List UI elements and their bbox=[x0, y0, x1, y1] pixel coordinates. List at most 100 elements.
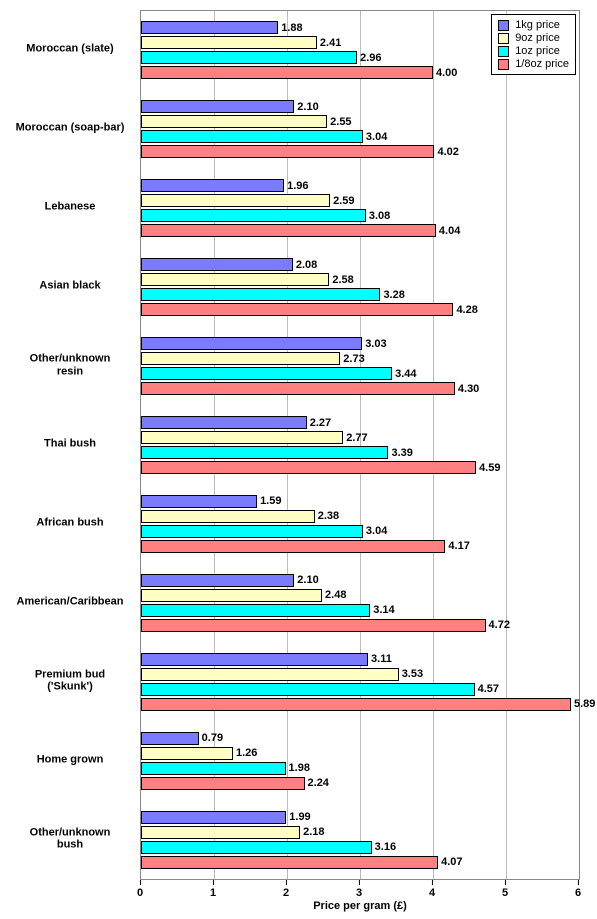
bar: 2.48 bbox=[141, 589, 322, 602]
bar: 1.26 bbox=[141, 747, 233, 760]
bar-value-label: 2.08 bbox=[292, 259, 317, 271]
bar-value-label: 1.26 bbox=[232, 747, 257, 759]
legend-item: 1oz price bbox=[498, 45, 569, 57]
x-axis: Price per gram (£) 0123456 bbox=[140, 880, 580, 910]
bar: 2.27 bbox=[141, 416, 307, 429]
bar: 4.30 bbox=[141, 382, 455, 395]
bar: 4.17 bbox=[141, 540, 445, 553]
bar-value-label: 3.04 bbox=[362, 525, 387, 537]
bar: 2.59 bbox=[141, 194, 330, 207]
legend: 1kg price9oz price1oz price1/8oz price bbox=[491, 14, 576, 75]
bar: 2.10 bbox=[141, 574, 294, 587]
bar-value-label: 0.79 bbox=[198, 732, 223, 744]
x-tick: 0 bbox=[137, 880, 143, 899]
category-label: Moroccan (slate) bbox=[5, 43, 135, 56]
bar: 4.07 bbox=[141, 856, 438, 869]
bar: 2.08 bbox=[141, 258, 293, 271]
category-label: Home grown bbox=[5, 753, 135, 766]
category-label: Other/unknown resin bbox=[5, 352, 135, 377]
bar: 0.79 bbox=[141, 732, 199, 745]
x-tick: 1 bbox=[210, 880, 216, 899]
bar-value-label: 1.98 bbox=[285, 762, 310, 774]
bar: 3.28 bbox=[141, 288, 380, 301]
bar-value-label: 3.14 bbox=[369, 604, 394, 616]
category-label: Other/unknown bush bbox=[5, 826, 135, 851]
bar-group: 3.03 2.73 3.44 4.30 bbox=[141, 337, 579, 395]
bar: 4.28 bbox=[141, 303, 453, 316]
bar: 1.99 bbox=[141, 811, 286, 824]
bar-value-label: 1.88 bbox=[277, 22, 302, 34]
plot-area: 1.88 2.41 2.96 4.00 2.10 2.55 3.04 4.02 1.96 2.59… bbox=[140, 10, 580, 880]
bar-value-label: 3.08 bbox=[365, 210, 390, 222]
bar: 2.77 bbox=[141, 431, 343, 444]
bar-value-label: 1.99 bbox=[285, 811, 310, 823]
bar-value-label: 2.27 bbox=[306, 417, 331, 429]
bar: 3.08 bbox=[141, 209, 366, 222]
bar: 2.18 bbox=[141, 826, 300, 839]
bar-value-label: 4.02 bbox=[433, 146, 458, 158]
bar-value-label: 2.58 bbox=[328, 274, 353, 286]
bar-value-label: 3.39 bbox=[387, 447, 412, 459]
legend-swatch bbox=[498, 59, 509, 70]
bar-value-label: 3.04 bbox=[362, 131, 387, 143]
price-per-gram-chart: 1.88 2.41 2.96 4.00 2.10 2.55 3.04 4.02 1.96 2.59… bbox=[0, 0, 597, 919]
bar-value-label: 2.55 bbox=[326, 116, 351, 128]
legend-item: 9oz price bbox=[498, 32, 569, 44]
bar-value-label: 4.00 bbox=[432, 67, 457, 79]
legend-item: 1kg price bbox=[498, 19, 569, 31]
bar-value-label: 1.59 bbox=[256, 495, 281, 507]
bar: 1.98 bbox=[141, 762, 286, 775]
bar: 2.24 bbox=[141, 777, 305, 790]
bar-value-label: 4.59 bbox=[475, 462, 500, 474]
bar-value-label: 5.89 bbox=[570, 698, 595, 710]
bar-value-label: 3.44 bbox=[391, 368, 416, 380]
bar-group: 2.10 2.48 3.14 4.72 bbox=[141, 574, 579, 632]
bar-value-label: 2.24 bbox=[304, 777, 329, 789]
legend-swatch bbox=[498, 46, 509, 57]
category-label: African bush bbox=[5, 517, 135, 530]
bar: 3.04 bbox=[141, 130, 363, 143]
bar: 1.88 bbox=[141, 21, 278, 34]
category-label: Moroccan (soap-bar) bbox=[5, 122, 135, 135]
bar-value-label: 2.59 bbox=[329, 195, 354, 207]
bar: 3.04 bbox=[141, 525, 363, 538]
bar-value-label: 4.57 bbox=[474, 683, 499, 695]
bar-value-label: 2.48 bbox=[321, 589, 346, 601]
bar-value-label: 4.30 bbox=[454, 383, 479, 395]
bar-groups: 1.88 2.41 2.96 4.00 2.10 2.55 3.04 4.02 1.96 2.59… bbox=[141, 11, 579, 879]
bar-value-label: 2.77 bbox=[342, 432, 367, 444]
x-axis-title: Price per gram (£) bbox=[140, 900, 580, 912]
legend-label: 9oz price bbox=[515, 32, 560, 44]
bar-group: 0.79 1.26 1.98 2.24 bbox=[141, 732, 579, 790]
x-tick: 6 bbox=[575, 880, 581, 899]
bar-group: 1.59 2.38 3.04 4.17 bbox=[141, 495, 579, 553]
legend-swatch bbox=[498, 33, 509, 44]
bar-value-label: 1.96 bbox=[283, 180, 308, 192]
bar: 3.16 bbox=[141, 841, 372, 854]
bar-group: 1.962.593.084.04 bbox=[141, 179, 579, 237]
legend-label: 1oz price bbox=[515, 45, 560, 57]
bar: 4.72 bbox=[141, 619, 486, 632]
bar-group: 2.08 2.58 3.28 4.28 bbox=[141, 258, 579, 316]
x-tick: 2 bbox=[283, 880, 289, 899]
bar: 3.03 bbox=[141, 337, 362, 350]
bar-value-label: 2.38 bbox=[314, 510, 339, 522]
category-label: American/Caribbean bbox=[5, 595, 135, 608]
bar: 2.96 bbox=[141, 51, 357, 64]
x-tick: 5 bbox=[502, 880, 508, 899]
bar: 2.58 bbox=[141, 273, 329, 286]
x-tick: 4 bbox=[429, 880, 435, 899]
bar: 3.14 bbox=[141, 604, 370, 617]
bar: 4.00 bbox=[141, 66, 433, 79]
bar-value-label: 3.16 bbox=[371, 841, 396, 853]
bar: 3.39 bbox=[141, 446, 388, 459]
legend-label: 1/8oz price bbox=[515, 58, 569, 70]
bar: 2.10 bbox=[141, 100, 294, 113]
bar-value-label: 2.18 bbox=[299, 826, 324, 838]
bar-value-label: 2.41 bbox=[316, 37, 341, 49]
bar-value-label: 2.10 bbox=[293, 101, 318, 113]
bar: 3.11 bbox=[141, 653, 368, 666]
bar-value-label: 2.73 bbox=[339, 353, 364, 365]
bar-value-label: 2.96 bbox=[356, 52, 381, 64]
bar: 2.73 bbox=[141, 352, 340, 365]
